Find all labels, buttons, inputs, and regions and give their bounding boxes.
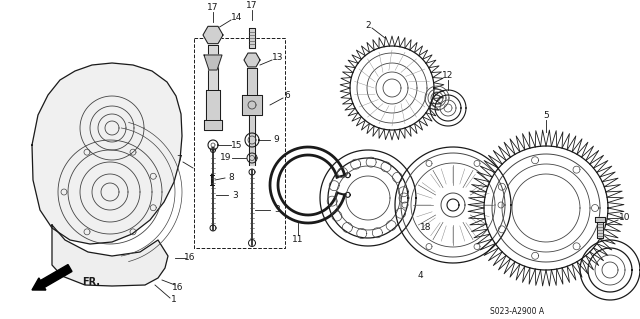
Text: 14: 14 xyxy=(231,12,243,21)
Text: 13: 13 xyxy=(272,54,284,63)
Text: 3: 3 xyxy=(232,190,238,199)
Text: 7: 7 xyxy=(176,155,182,165)
Polygon shape xyxy=(597,222,603,238)
Text: 18: 18 xyxy=(420,224,432,233)
Text: 16: 16 xyxy=(184,254,196,263)
Polygon shape xyxy=(244,53,260,67)
Text: 5: 5 xyxy=(543,112,549,121)
Text: 2: 2 xyxy=(365,20,371,29)
Polygon shape xyxy=(204,120,222,130)
Text: 3: 3 xyxy=(274,205,280,214)
Polygon shape xyxy=(242,95,262,115)
Text: 12: 12 xyxy=(442,70,454,79)
Polygon shape xyxy=(249,28,255,48)
Text: S023-A2900 A: S023-A2900 A xyxy=(490,307,544,315)
Text: 17: 17 xyxy=(207,4,219,12)
Text: 6: 6 xyxy=(284,91,290,100)
FancyArrow shape xyxy=(32,264,72,290)
Polygon shape xyxy=(32,63,182,244)
Polygon shape xyxy=(247,68,257,95)
Text: 16: 16 xyxy=(172,283,184,292)
Text: 19: 19 xyxy=(220,153,232,162)
Text: 9: 9 xyxy=(273,136,279,145)
Text: 10: 10 xyxy=(620,213,631,222)
Text: 8: 8 xyxy=(228,174,234,182)
Text: 17: 17 xyxy=(246,2,258,11)
Text: 1: 1 xyxy=(171,295,177,305)
Polygon shape xyxy=(208,45,218,90)
Polygon shape xyxy=(595,217,605,222)
Polygon shape xyxy=(52,225,168,286)
Polygon shape xyxy=(204,55,222,70)
Text: 18: 18 xyxy=(639,295,640,305)
Text: 4: 4 xyxy=(417,271,423,280)
Text: 15: 15 xyxy=(231,140,243,150)
Polygon shape xyxy=(203,26,223,44)
Text: FR.: FR. xyxy=(82,277,100,287)
Polygon shape xyxy=(206,90,220,120)
Text: 11: 11 xyxy=(292,235,304,244)
Polygon shape xyxy=(249,115,255,165)
